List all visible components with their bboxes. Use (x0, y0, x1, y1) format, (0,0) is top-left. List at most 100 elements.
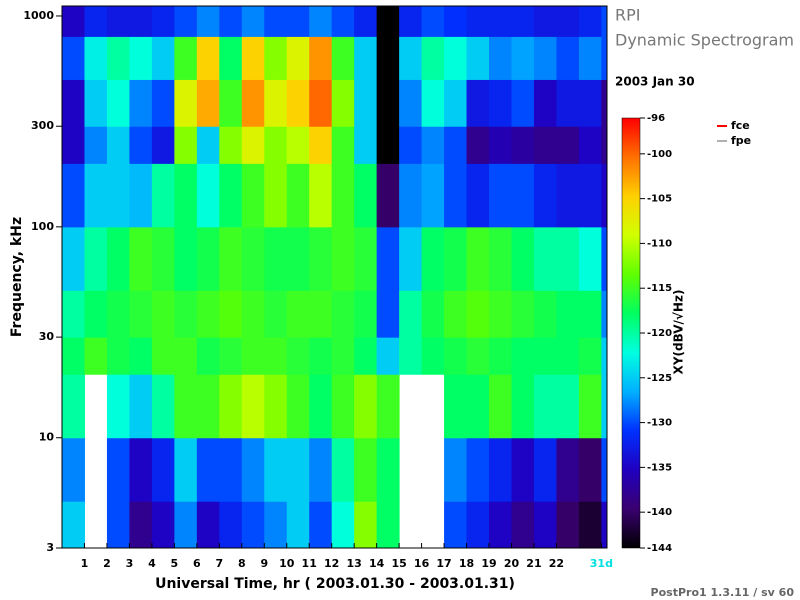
heatmap-cell (533, 79, 557, 127)
heatmap-cell (241, 79, 265, 127)
x-tick-label: 13 (347, 557, 362, 570)
heatmap-cell (62, 163, 85, 228)
heatmap-cell (399, 6, 423, 37)
heatmap-cell (174, 337, 198, 375)
x-tick-label: 6 (193, 557, 201, 570)
footer: PostPro1 1.3.11 / sv 60 (651, 586, 795, 599)
heatmap-cell (264, 163, 288, 228)
heatmap-cell (106, 6, 130, 37)
heatmap-cell (489, 374, 512, 439)
heatmap-cell (466, 374, 490, 439)
heatmap-cell (196, 290, 220, 338)
x-tick-label: 14 (369, 557, 385, 570)
heatmap-cell (601, 501, 608, 549)
x-tick-label: 9 (260, 557, 268, 570)
heatmap-cell (444, 437, 468, 502)
heatmap-cell (578, 337, 602, 375)
heatmap-cell (151, 126, 175, 164)
heatmap-cell (533, 6, 557, 37)
heatmap-cell (533, 290, 557, 338)
heatmap-cell (466, 437, 490, 502)
colorbar-tick-label: -110 (647, 238, 672, 249)
heatmap-cell (601, 36, 608, 80)
heatmap-cell (331, 437, 355, 502)
heatmap-cell (174, 290, 198, 338)
heatmap-cell (421, 36, 445, 80)
heatmap-cell (376, 337, 400, 375)
heatmap-cell (151, 374, 175, 439)
heatmap-cell (354, 79, 378, 127)
heatmap-cell (354, 501, 378, 549)
y-axis-label: Frequency, kHz (9, 217, 25, 337)
x-tick-label: 5 (171, 557, 179, 570)
heatmap-cell (84, 6, 108, 37)
heatmap-cell (106, 501, 130, 549)
heatmap-cell (578, 226, 602, 291)
heatmap-cell (129, 501, 153, 549)
heatmap-cell (84, 226, 108, 291)
heatmap-cell (196, 374, 220, 439)
heatmap-cell (376, 6, 400, 37)
heatmap-cell (129, 226, 153, 291)
heatmap-cell (489, 79, 512, 127)
heatmap-cell (196, 163, 220, 228)
heatmap-cell (533, 226, 557, 291)
heatmap-cell (556, 6, 580, 37)
heatmap-cell (444, 36, 468, 80)
heatmap-cell (489, 437, 512, 502)
heatmap-cell (489, 337, 512, 375)
heatmap-cell (219, 501, 243, 549)
heatmap-cell (556, 126, 580, 164)
heatmap-cell (444, 79, 468, 127)
y-tick-label: 1000 (23, 9, 54, 22)
heatmap-cell (601, 6, 608, 37)
heatmap-cell (533, 374, 557, 439)
heatmap-cell (533, 163, 557, 228)
y-tick-label: 3 (46, 541, 54, 554)
heatmap-cell (489, 226, 512, 291)
x-tick-label: 22 (549, 557, 564, 570)
heatmap-cell (466, 126, 490, 164)
heatmap-cell (309, 163, 333, 228)
heatmap-cell (489, 36, 512, 80)
heatmap-cell (421, 337, 445, 375)
heatmap-cell (219, 374, 243, 439)
colorbar-tick-label: -144 (647, 543, 672, 554)
heatmap-cell (376, 126, 400, 164)
heatmap-cell (151, 226, 175, 291)
heatmap-cell (151, 437, 175, 502)
heatmap-cell (309, 337, 333, 375)
heatmap-cell (376, 501, 400, 549)
heatmap-cell (62, 36, 85, 80)
heatmap-cell (309, 6, 333, 37)
chart-title: RPI (615, 6, 640, 25)
heatmap-cell (354, 36, 378, 80)
heatmap-cell (241, 6, 265, 37)
heatmap-cell (84, 290, 108, 338)
heatmap-cell (309, 79, 333, 127)
heatmap-cell (511, 36, 535, 80)
heatmap-cell (151, 163, 175, 228)
heatmap-cell (219, 290, 243, 338)
heatmap-cell (219, 226, 243, 291)
heatmap-cell (241, 374, 265, 439)
heatmap-cell (511, 290, 535, 338)
heatmap-cell (466, 79, 490, 127)
y-tick-label: 10 (39, 431, 55, 444)
x-tick-label: 17 (436, 557, 451, 570)
heatmap-cell (556, 437, 580, 502)
heatmap (62, 6, 608, 549)
heatmap-cell (556, 226, 580, 291)
heatmap-cell (578, 126, 602, 164)
colorbar-tick-label: -105 (647, 194, 672, 205)
heatmap-cell (421, 6, 445, 37)
heatmap-cell (309, 437, 333, 502)
x-tick-label: 10 (279, 557, 295, 570)
y-tick-label: 30 (39, 330, 55, 343)
heatmap-cell (331, 163, 355, 228)
colorbar-tick-label: -100 (647, 149, 672, 160)
heatmap-cell (601, 226, 608, 291)
heatmap-cell (578, 36, 602, 80)
chart-subtitle: Dynamic Spectrogram (615, 31, 794, 50)
heatmap-cell (354, 337, 378, 375)
